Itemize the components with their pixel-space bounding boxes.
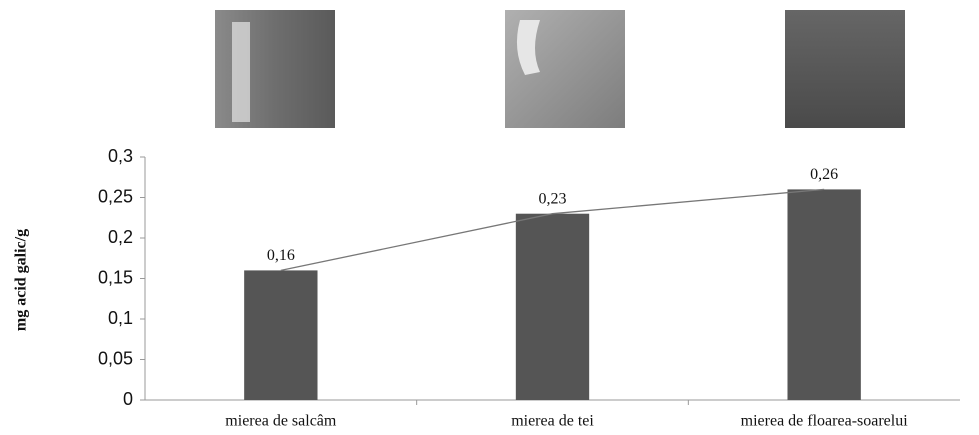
photo xyxy=(785,10,905,128)
y-tick-label: 0 xyxy=(123,389,133,409)
y-tick-label: 0,15 xyxy=(98,267,133,287)
honey-photos xyxy=(215,10,905,128)
chart: mg acid galic/g 0 0,05 0,1 0,15 0,2 0,25 0,3 mi… xyxy=(0,0,979,435)
bar xyxy=(244,270,317,400)
bar xyxy=(516,214,589,400)
y-tick-label: 0,2 xyxy=(108,227,133,247)
y-tick-label: 0,3 xyxy=(108,146,133,166)
value-label: 0,16 xyxy=(267,247,295,264)
y-tick-label: 0,1 xyxy=(108,308,133,328)
bar xyxy=(787,189,860,400)
x-tick-label: mierea de salcâm xyxy=(225,413,337,430)
x-tick-label: mierea de floarea-soarelui xyxy=(741,413,909,430)
photo-highlight xyxy=(232,22,250,122)
y-tick-label: 0,05 xyxy=(98,348,133,368)
value-label: 0,26 xyxy=(810,166,838,183)
value-label: 0,23 xyxy=(539,190,567,207)
y-axis-label: mg acid galic/g xyxy=(13,229,30,331)
y-tick-label: 0,25 xyxy=(98,186,133,206)
x-tick-label: mierea de tei xyxy=(511,413,594,430)
